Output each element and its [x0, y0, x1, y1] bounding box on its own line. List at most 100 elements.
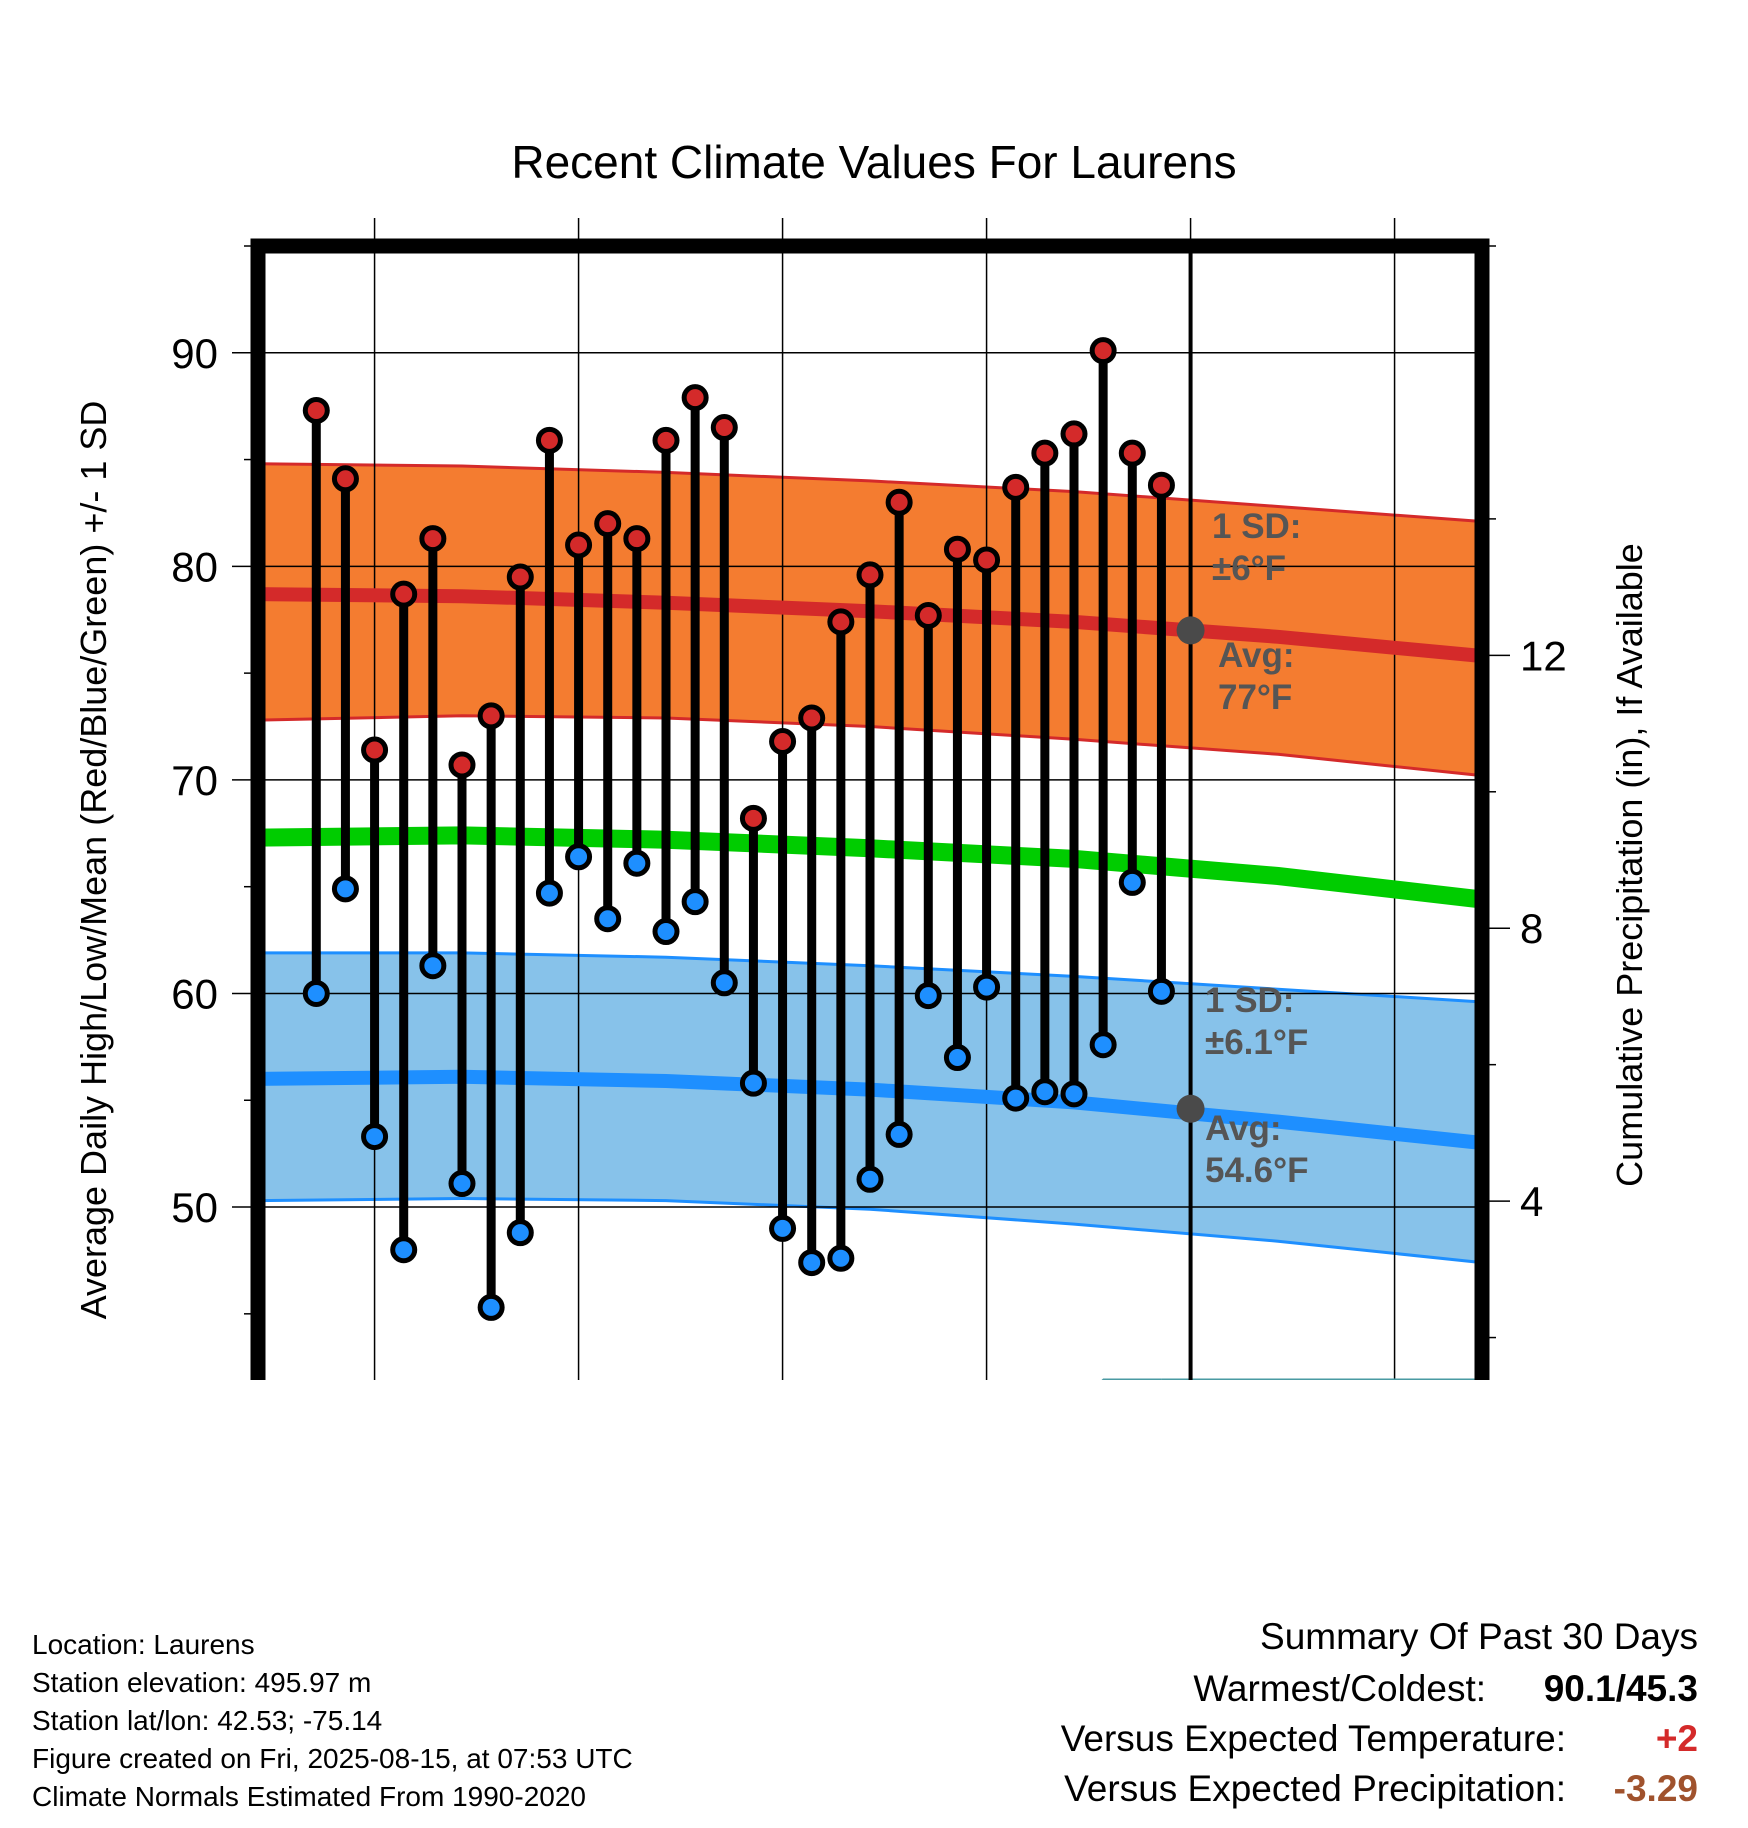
high-point: [477, 702, 505, 730]
annotation-low-sd-label: 1 SD:: [1205, 981, 1294, 1020]
low-point: [943, 1044, 971, 1072]
low-sd-lower-edge: [257, 1196, 1483, 1265]
high-point: [506, 563, 534, 591]
low-point: [914, 982, 942, 1010]
high-point: [448, 751, 476, 779]
annotation-low-sd-value: ±6.1°F: [1205, 1023, 1308, 1062]
low-point: [1147, 977, 1175, 1005]
low-point: [1118, 868, 1146, 896]
annotation-high-sd-label: 1 SD:: [1212, 507, 1301, 546]
days-count-label: 30: [1203, 1375, 1243, 1380]
info-location: Location: Laurens: [32, 1629, 255, 1660]
summary-temp-value: +2: [1655, 1718, 1698, 1759]
high-point: [739, 804, 767, 832]
low-point: [1060, 1080, 1088, 1108]
y-tick-label: 70: [171, 757, 218, 804]
high-point: [827, 608, 855, 636]
summary-title: Summary Of Past 30 Days: [1260, 1616, 1698, 1657]
high-point: [652, 426, 680, 454]
low-point: [1089, 1031, 1117, 1059]
y2-tick-label: 12: [1520, 632, 1567, 679]
low-point: [973, 973, 1001, 1001]
low-point: [856, 1165, 884, 1193]
low-point: [681, 888, 709, 916]
high-point: [769, 727, 797, 755]
high-point: [973, 546, 1001, 574]
summary-precip-label: Versus Expected Precipitation:: [1064, 1768, 1566, 1809]
low-point: [769, 1214, 797, 1242]
low-point: [477, 1293, 505, 1321]
info-created: Figure created on Fri, 2025-08-15, at 07…: [32, 1743, 633, 1774]
low-point: [565, 843, 593, 871]
high-point: [361, 736, 389, 764]
high-point: [419, 525, 447, 553]
low-point: [594, 905, 622, 933]
climate-chart: Recent Climate Values For Laurens 1 SD:±…: [73, 136, 1650, 1380]
y2-tick-label: 4: [1520, 1178, 1543, 1225]
high-point: [885, 488, 913, 516]
info-elevation: Station elevation: 495.97 m: [32, 1667, 372, 1698]
high-point: [856, 561, 884, 589]
high-point: [943, 535, 971, 563]
high-point: [623, 525, 651, 553]
low-point: [1031, 1078, 1059, 1106]
y-axis-label: Average Daily High/Low/Mean (Red/Blue/Gr…: [73, 401, 114, 1320]
y2-tick-label: 8: [1520, 905, 1543, 952]
high-point: [390, 580, 418, 608]
low-point: [827, 1244, 855, 1272]
high-point: [302, 396, 330, 424]
high-point: [1031, 439, 1059, 467]
low-point: [331, 875, 359, 903]
plot-frame: [250, 238, 1490, 1380]
low-point: [739, 1069, 767, 1097]
annotation-high-sd-value: ±6°F: [1212, 549, 1286, 588]
high-point: [1118, 439, 1146, 467]
y2-axis-label: Cumulative Precipitation (in), If Availa…: [1609, 543, 1650, 1187]
high-sd-upper-edge: [257, 462, 1483, 523]
summary-precip-value: -3.29: [1613, 1768, 1698, 1809]
low-point: [798, 1249, 826, 1277]
precipitation-area: [1101, 1378, 1162, 1380]
low-point: [448, 1170, 476, 1198]
low-point: [506, 1219, 534, 1247]
low-point: [535, 879, 563, 907]
high-point: [798, 704, 826, 732]
low-point: [419, 952, 447, 980]
today-low-normal-marker: [1176, 1094, 1205, 1123]
low-point: [885, 1120, 913, 1148]
low-point: [361, 1123, 389, 1151]
high-point: [1089, 337, 1117, 365]
y-tick-label: 90: [171, 330, 218, 377]
high-point: [710, 414, 738, 442]
summary-temp-label: Versus Expected Temperature:: [1060, 1718, 1566, 1759]
chart-title: Recent Climate Values For Laurens: [511, 136, 1236, 188]
low-point: [652, 918, 680, 946]
annotation-high-avg-label: Avg:: [1218, 636, 1294, 675]
high-point: [1147, 471, 1175, 499]
summary-warm-cold-value: 90.1/45.3: [1543, 1668, 1698, 1709]
low-point: [1002, 1084, 1030, 1112]
annotation-low-avg-value: 54.6°F: [1205, 1151, 1309, 1190]
low-point: [390, 1236, 418, 1264]
low-point: [302, 979, 330, 1007]
summary-warm-cold-label: Warmest/Coldest:: [1193, 1668, 1486, 1709]
high-point: [535, 426, 563, 454]
high-point: [914, 601, 942, 629]
high-point: [565, 531, 593, 559]
low-point: [623, 849, 651, 877]
high-point: [331, 465, 359, 493]
annotation-high-avg-value: 77°F: [1218, 678, 1292, 717]
info-normals: Climate Normals Estimated From 1990-2020: [32, 1781, 586, 1812]
today-high-normal-marker: [1176, 616, 1205, 645]
high-point: [1060, 420, 1088, 448]
y-tick-label: 80: [171, 543, 218, 590]
high-point: [1002, 473, 1030, 501]
annotation-low-avg-label: Avg:: [1205, 1109, 1281, 1148]
precipitation-future-area: [1161, 1378, 1482, 1380]
high-point: [681, 384, 709, 412]
high-point: [594, 510, 622, 538]
info-latlon: Station lat/lon: 42.53; -75.14: [32, 1705, 383, 1736]
low-point: [710, 969, 738, 997]
y-tick-label: 50: [171, 1184, 218, 1231]
y-tick-label: 60: [171, 970, 218, 1017]
